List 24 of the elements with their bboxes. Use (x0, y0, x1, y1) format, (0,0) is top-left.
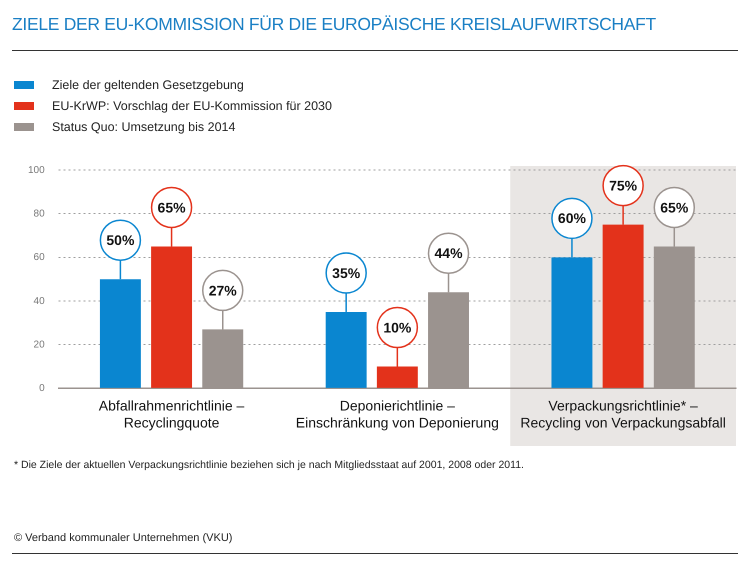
y-tick-label: 20 (34, 339, 46, 350)
data-label: 65% (660, 199, 689, 216)
data-label: 50% (106, 232, 135, 248)
text: * Die Ziele der aktuellen Verpackungsrichtlinie beziehen sich je nach Mitgliedsstaat auf 2001, 2008 oder 2011. (14, 459, 524, 471)
data-label: 10% (383, 319, 412, 336)
x-tick-label: Abfallrahmenrichtlinie – Recyclingquote (98, 398, 245, 430)
y-tick-label: 60 (34, 252, 46, 264)
text: © Verband kommunaler Unternehmen (VKU) (14, 532, 232, 544)
legend-label: Ziele der geltenden Gesetzgebung (52, 78, 244, 92)
x-tick-label: Deponierichtlinie – Einschränkung von Deponierung (296, 398, 499, 430)
x-tick-label: Verpackungsrichtlinie* – Recycling von Verpackungsabfall (520, 398, 726, 430)
y-tick-label: 0 (39, 383, 46, 394)
y-tick-label: 80 (34, 208, 46, 220)
legend-label: EU-KrWP: Vorschlag der EU-Kommission für 2030 (52, 98, 332, 112)
data-label: 44% (434, 245, 464, 262)
data-label: 75% (609, 177, 638, 194)
data-label: 60% (558, 210, 586, 226)
chart-title: ZIELE DER EU-KOMMISSION FÜR DIE EUROPÄISCHE KREISLAUFWIRTSCHAFT (12, 14, 656, 35)
data-label: 35% (332, 264, 361, 281)
legend-label: Status Quo: Umsetzung bis 2014 (52, 120, 236, 134)
y-tick-label: 100 (28, 164, 46, 176)
data-label: 65% (158, 199, 186, 216)
data-label: 27% (208, 282, 238, 298)
y-tick-label: 40 (34, 296, 46, 307)
